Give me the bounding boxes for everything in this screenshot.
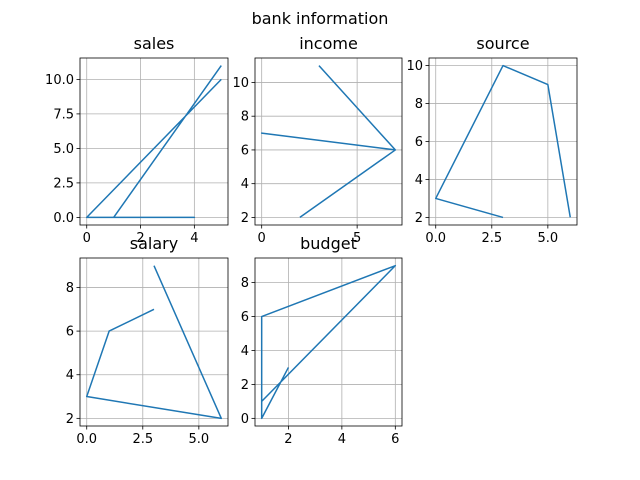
axes-frame [254,257,403,427]
x-tick-label: 0 [83,231,91,246]
x-tick-label: 4 [338,432,346,447]
series-line [434,64,572,219]
y-tick-label: 0 [241,412,249,427]
subplot-title: salary [130,234,178,253]
series-line [85,265,223,420]
series-line [260,264,397,420]
axes-frame [79,257,229,427]
subplot-income: 0 5 2 4 6 8 10 income [232,34,403,246]
subplot-budget: 2 4 6 0 2 4 6 8 budget [241,234,403,447]
y-tick-label: 7.5 [53,107,74,122]
axes-frame [79,57,229,226]
subplot-salary: 0.0 2.5 5.0 2 4 6 8 salary [66,234,229,447]
y-tick-label: 8 [415,97,423,112]
y-tick-label: 8 [66,281,74,296]
y-tick-label: 10.0 [45,73,74,88]
y-tick-label: 6 [241,143,249,158]
x-tick-label: 2 [284,432,292,447]
x-tick-label: 2.5 [132,432,153,447]
y-tick-label: 2.5 [53,176,74,191]
y-tick-label: 6 [66,325,74,340]
subplot-title: source [476,34,529,53]
x-tick-label: 5.0 [189,432,210,447]
x-tick-label: 0.0 [425,231,446,246]
y-tick-label: 2 [415,211,423,226]
y-tick-label: 6 [415,135,423,150]
figure-suptitle: bank information [252,9,389,28]
x-tick-label: 5 [353,231,361,246]
y-tick-label: 0.0 [53,211,74,226]
x-tick-label: 2.5 [481,231,502,246]
y-tick-label: 2 [241,378,249,393]
series-line [85,65,222,219]
subplot-title: budget [300,234,357,253]
subplot-title: sales [134,34,175,53]
x-tick-label: 0.0 [76,432,97,447]
y-tick-label: 4 [66,368,74,383]
series-line [260,65,397,219]
y-tick-label: 4 [415,173,423,188]
y-tick-label: 2 [241,211,249,226]
x-tick-label: 0 [258,231,266,246]
subplot-sales: 0 2 4 0.0 2.5 5.0 7.5 10.0 sales [45,34,229,246]
x-tick-label: 5.0 [538,231,559,246]
y-tick-label: 4 [241,177,249,192]
y-tick-label: 2 [66,412,74,427]
axes-frame [254,57,403,226]
y-tick-label: 8 [241,276,249,291]
subplot-title: income [299,34,358,53]
y-tick-label: 4 [241,344,249,359]
x-tick-label: 2 [136,231,144,246]
x-tick-label: 4 [190,231,198,246]
y-tick-label: 10 [406,59,423,74]
y-tick-label: 6 [241,310,249,325]
subplot-source: 0.0 2.5 5.0 2 4 6 8 10 source [406,34,578,246]
x-tick-label: 6 [391,432,399,447]
y-tick-label: 8 [241,110,249,125]
y-tick-label: 10 [232,76,249,91]
y-tick-label: 5.0 [53,142,74,157]
